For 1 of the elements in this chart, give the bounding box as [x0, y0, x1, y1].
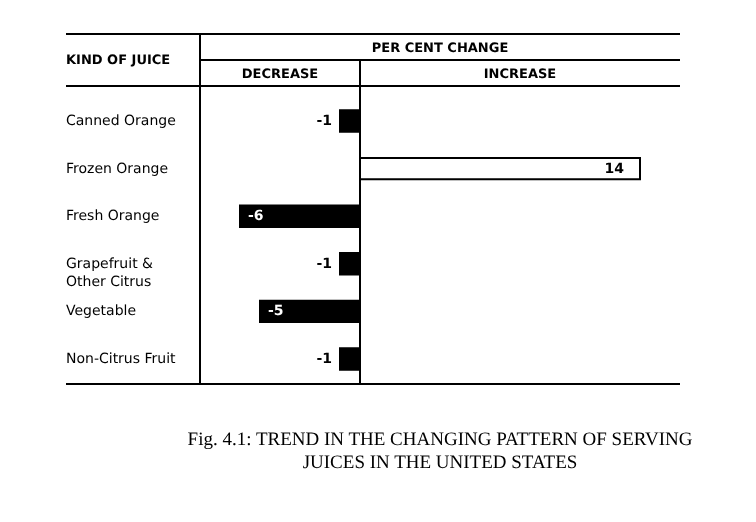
text: Fig. 4.1: TREND IN THE CHANGING PATTERN OF SERVING JUICES IN THE UNITED STATES — [187, 431, 693, 474]
